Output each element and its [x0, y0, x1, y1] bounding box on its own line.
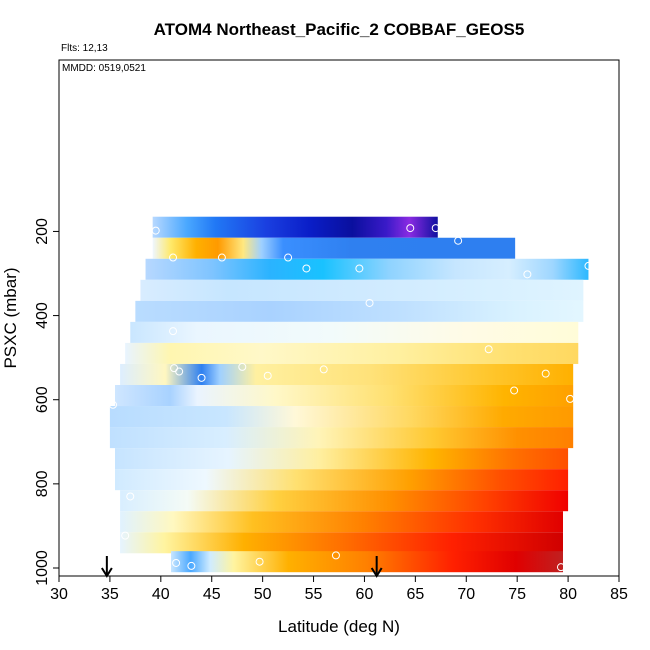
heatmap-row — [120, 490, 569, 512]
data-point — [319, 365, 328, 374]
y-tick-label: 200 — [34, 218, 51, 245]
x-tick-label: 35 — [101, 586, 119, 603]
data-point — [121, 531, 130, 540]
data-point — [238, 362, 247, 371]
x-tick-label: 60 — [356, 586, 374, 603]
data-point — [217, 253, 226, 262]
heatmap-row — [125, 342, 579, 364]
x-tick-label: 75 — [508, 586, 526, 603]
x-tick-label: 85 — [610, 586, 628, 603]
data-point — [454, 236, 463, 245]
heatmap-row — [152, 237, 516, 259]
y-tick-label: 600 — [34, 386, 51, 413]
data-point — [365, 298, 374, 307]
observation-markers — [108, 224, 593, 572]
x-tick-label: 65 — [406, 586, 424, 603]
data-point — [556, 563, 565, 572]
data-point — [126, 492, 135, 501]
heatmap-row — [115, 448, 569, 470]
heatmap-row — [135, 300, 584, 322]
heatmap-row — [120, 532, 563, 554]
data-point — [584, 261, 593, 270]
data-point — [284, 253, 293, 262]
data-point — [151, 226, 160, 235]
heatmap-row — [115, 384, 574, 407]
y-tick-label: 1000 — [34, 550, 51, 586]
heatmap-row — [115, 469, 569, 491]
heatmap-cells — [109, 216, 589, 573]
data-point — [541, 369, 550, 378]
x-tick-label: 30 — [50, 586, 68, 603]
heatmap-row — [171, 551, 563, 573]
data-point — [566, 394, 575, 403]
x-tick-label: 70 — [457, 586, 475, 603]
data-point — [302, 264, 311, 273]
x-axis: 30 35 40 45 50 55 60 65 70 75 80 85 — [50, 575, 628, 603]
data-point — [255, 557, 264, 566]
date-note: MMDD: 0519,0521 — [62, 63, 146, 74]
data-point — [172, 558, 181, 567]
data-point — [108, 400, 117, 409]
data-point — [331, 551, 340, 560]
data-point — [197, 373, 206, 382]
flights-note: Flts: 12,13 — [61, 43, 108, 54]
heatmap-row — [120, 511, 563, 533]
data-point — [175, 367, 184, 376]
heatmap-row — [140, 279, 584, 301]
x-tick-label: 80 — [559, 586, 577, 603]
x-tick-label: 50 — [254, 586, 272, 603]
heatmap-row — [109, 406, 574, 428]
x-tick-label: 40 — [152, 586, 170, 603]
data-point — [523, 270, 532, 279]
heatmap-row — [145, 258, 589, 280]
data-point — [510, 386, 519, 395]
y-tick-label: 400 — [34, 302, 51, 329]
heatmap-row — [109, 427, 574, 449]
x-tick-label: 55 — [305, 586, 323, 603]
data-point — [406, 224, 415, 233]
y-tick-label: 800 — [34, 470, 51, 497]
data-point — [169, 253, 178, 262]
y-axis: 200 400 600 800 1000 — [34, 218, 59, 586]
data-point — [355, 264, 364, 273]
x-axis-label: Latitude (deg N) — [278, 617, 400, 636]
data-point — [169, 327, 178, 336]
data-point — [187, 561, 196, 570]
data-point — [431, 224, 440, 233]
heatmap-row — [130, 321, 579, 343]
heatmap-row — [120, 363, 574, 385]
y-axis-label: PSXC (mbar) — [1, 267, 20, 368]
heatmap-row — [152, 216, 438, 238]
x-tick-label: 45 — [203, 586, 221, 603]
data-point — [263, 371, 272, 380]
data-point — [484, 345, 493, 354]
chart-title: ATOM4 Northeast_Pacific_2 COBBAF_GEOS5 — [154, 20, 525, 39]
